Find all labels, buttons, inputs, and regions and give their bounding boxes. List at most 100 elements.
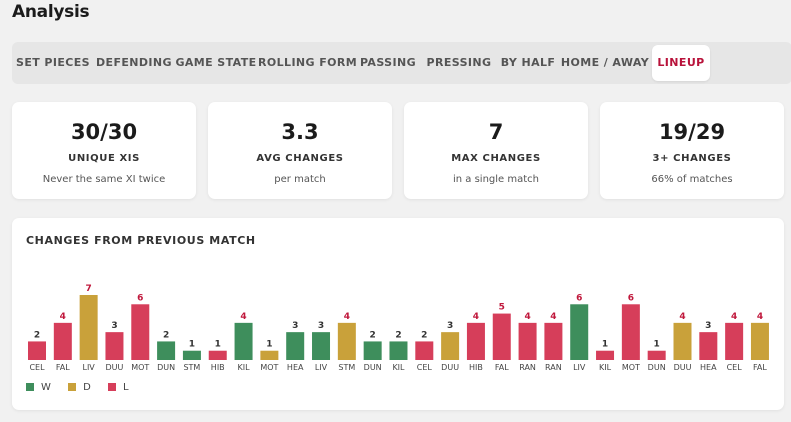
x-tick-label: RAN xyxy=(519,363,536,372)
x-tick-label: DUN xyxy=(364,363,382,372)
x-tick-label: FAL xyxy=(56,363,70,372)
x-tick-label: FAL xyxy=(753,363,767,372)
bar-mot-9[interactable] xyxy=(260,350,279,360)
bar-cel-27[interactable] xyxy=(725,322,744,360)
stat-value: 7 xyxy=(488,120,504,144)
bar-value-label: 2 xyxy=(421,330,427,340)
tab-by-half[interactable]: BY HALF xyxy=(500,56,556,69)
bar-value-label: 6 xyxy=(137,293,143,303)
stat-card-max-changes: 7 MAX CHANGES in a single match xyxy=(404,102,588,199)
bar-dun-13[interactable] xyxy=(363,341,382,360)
legend-label-draw: D xyxy=(83,382,91,393)
bar-liv-2[interactable] xyxy=(79,295,98,360)
legend-swatch-draw xyxy=(68,383,77,391)
bar-dun-24[interactable] xyxy=(647,350,666,360)
tab-game-state[interactable]: GAME STATE xyxy=(175,56,257,69)
stat-subtext: Never the same XI twice xyxy=(42,174,166,185)
tab-lineup[interactable]: LINEUP xyxy=(652,45,710,81)
x-tick-label: CEL xyxy=(727,363,743,372)
stat-label: 3+ CHANGES xyxy=(652,153,732,164)
legend-label-win: W xyxy=(41,382,51,393)
bar-value-label: 2 xyxy=(163,330,169,340)
bar-value-label: 1 xyxy=(189,340,195,350)
changes-bar-chart: 2 CEL 4 FAL 7 LIV 3 DUU 6 MOT 2 DUN 1 STM 1 HIB 4 KIL 1 MOT… xyxy=(28,284,769,372)
bar-fal-28[interactable] xyxy=(750,322,769,360)
stat-label: UNIQUE XIS xyxy=(68,153,140,164)
bar-ran-19[interactable] xyxy=(518,322,537,360)
x-tick-label: HEA xyxy=(700,363,717,372)
stat-subtext: per match xyxy=(274,174,326,185)
bar-duu-3[interactable] xyxy=(105,332,124,360)
x-tick-label: CEL xyxy=(29,363,45,372)
bar-kil-14[interactable] xyxy=(389,341,408,360)
bar-value-label: 4 xyxy=(757,312,763,322)
bar-stm-6[interactable] xyxy=(182,350,201,360)
bar-stm-12[interactable] xyxy=(337,322,356,360)
bar-hea-26[interactable] xyxy=(699,332,718,360)
chart-legend: W D L xyxy=(26,382,143,393)
legend-swatch-loss xyxy=(107,383,116,391)
bar-duu-25[interactable] xyxy=(673,322,692,360)
bar-liv-11[interactable] xyxy=(312,332,331,360)
x-tick-label: LIV xyxy=(315,363,328,372)
bar-value-label: 5 xyxy=(499,303,505,313)
x-tick-label: MOT xyxy=(131,363,149,372)
bar-value-label: 7 xyxy=(86,284,92,294)
bar-value-label: 4 xyxy=(240,312,246,322)
changes-chart-panel: CHANGES FROM PREVIOUS MATCH 2 CEL 4 FAL 7 LIV… xyxy=(12,218,784,410)
x-tick-label: KIL xyxy=(392,363,405,372)
bar-liv-21[interactable] xyxy=(570,304,589,360)
chart-title: CHANGES FROM PREVIOUS MATCH xyxy=(26,234,256,247)
x-tick-label: DUU xyxy=(441,363,459,372)
legend-label-loss: L xyxy=(122,382,129,393)
bar-duu-16[interactable] xyxy=(441,332,460,360)
stat-value: 19/29 xyxy=(658,120,726,144)
bar-value-label: 1 xyxy=(266,340,272,350)
bar-cel-15[interactable] xyxy=(415,341,434,360)
tab-pressing[interactable]: PRESSING xyxy=(426,56,492,69)
bar-kil-22[interactable] xyxy=(596,350,615,360)
bar-mot-23[interactable] xyxy=(621,304,640,360)
x-tick-label: HIB xyxy=(211,363,225,372)
bar-value-label: 2 xyxy=(34,330,40,340)
x-tick-label: LIV xyxy=(573,363,586,372)
tab-defending[interactable]: DEFENDING xyxy=(96,56,172,69)
stat-card-avg-changes: 3.3 AVG CHANGES per match xyxy=(208,102,392,199)
stat-label: MAX CHANGES xyxy=(451,153,541,164)
page-title: Analysis xyxy=(12,2,90,22)
tab-home-away[interactable]: HOME / AWAY xyxy=(560,56,650,69)
bar-ran-20[interactable] xyxy=(544,322,563,360)
bar-mot-4[interactable] xyxy=(131,304,150,360)
bar-value-label: 4 xyxy=(679,312,685,322)
x-tick-label: HIB xyxy=(469,363,483,372)
bar-kil-8[interactable] xyxy=(234,322,253,360)
bar-value-label: 1 xyxy=(654,340,660,350)
bar-hib-17[interactable] xyxy=(466,322,485,360)
x-tick-label: LIV xyxy=(82,363,95,372)
bar-value-label: 3 xyxy=(292,321,298,331)
x-tick-label: DUU xyxy=(106,363,124,372)
x-tick-label: STM xyxy=(183,363,200,372)
x-tick-label: KIL xyxy=(599,363,612,372)
bar-fal-1[interactable] xyxy=(53,322,72,360)
x-tick-label: MOT xyxy=(260,363,278,372)
x-tick-label: KIL xyxy=(238,363,251,372)
bar-dun-5[interactable] xyxy=(157,341,176,360)
legend-item-draw: D xyxy=(68,382,91,393)
bar-hea-10[interactable] xyxy=(286,332,305,360)
stat-value: 3.3 xyxy=(281,120,319,144)
x-tick-label: MOT xyxy=(622,363,640,372)
stat-card-unique-xis: 30/30 UNIQUE XIS Never the same XI twice xyxy=(12,102,196,199)
bar-value-label: 4 xyxy=(60,312,66,322)
x-tick-label: STM xyxy=(338,363,355,372)
x-tick-label: CEL xyxy=(417,363,433,372)
bar-fal-18[interactable] xyxy=(492,313,511,360)
x-tick-label: FAL xyxy=(495,363,509,372)
tab-passing[interactable]: PASSING xyxy=(359,56,417,69)
bar-value-label: 4 xyxy=(344,312,350,322)
bar-hib-7[interactable] xyxy=(208,350,227,360)
tab-rolling-form[interactable]: ROLLING FORM xyxy=(258,56,358,69)
tab-set-pieces[interactable]: SET PIECES xyxy=(16,56,90,69)
bar-value-label: 4 xyxy=(524,312,530,322)
bar-cel-0[interactable] xyxy=(28,341,46,360)
